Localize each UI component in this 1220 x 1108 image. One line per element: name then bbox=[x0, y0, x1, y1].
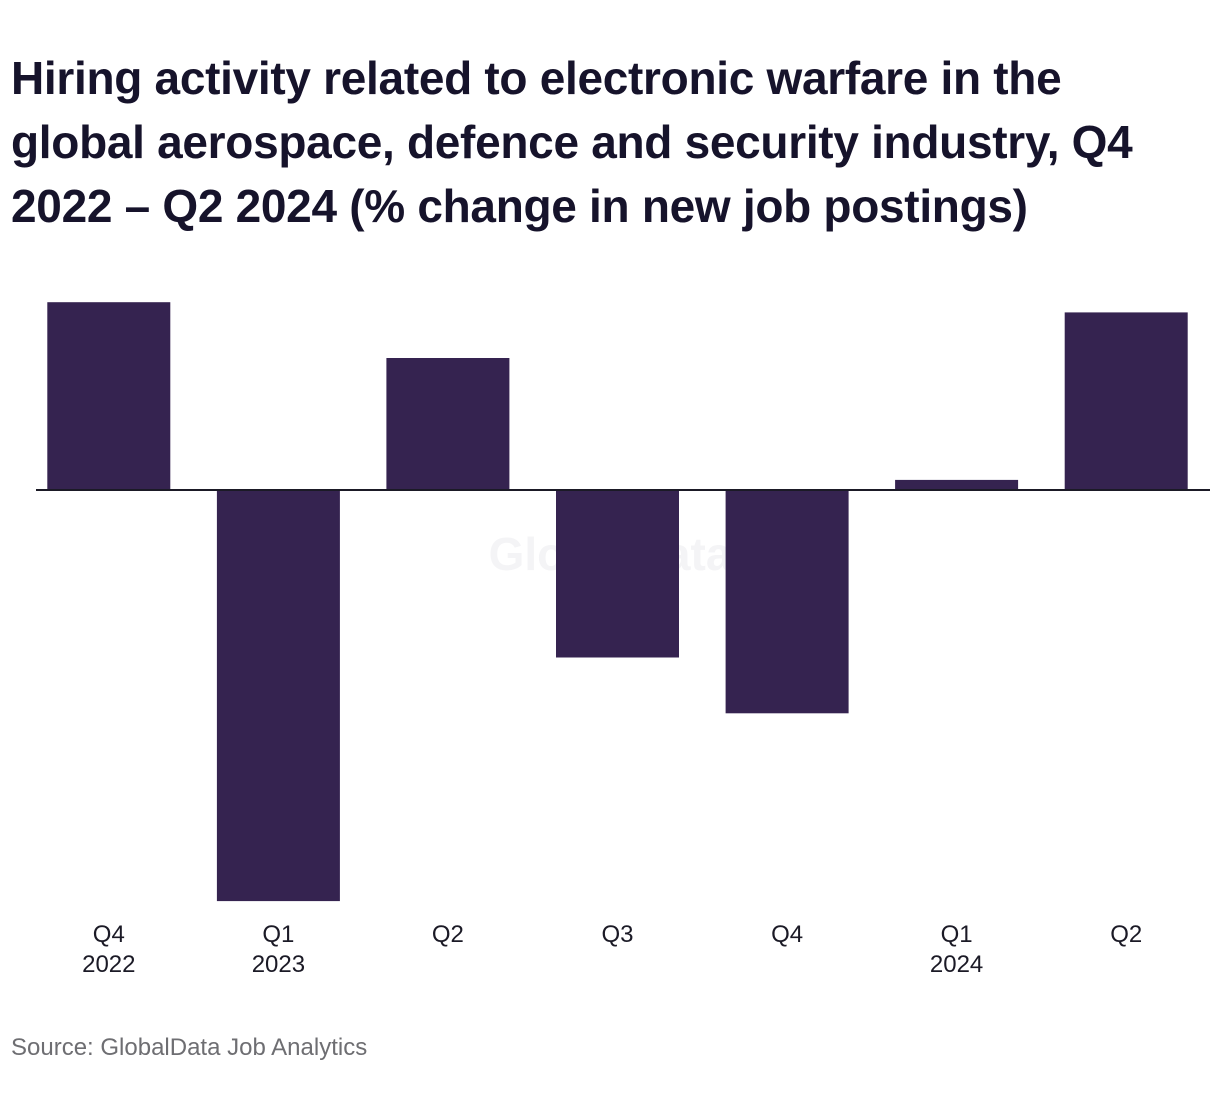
bar-5 bbox=[895, 479, 1019, 491]
bar-2 bbox=[386, 358, 510, 490]
chart-title: Hiring activity related to electronic wa… bbox=[11, 52, 1133, 232]
x-tick-year-label-1: 2023 bbox=[252, 951, 305, 978]
bar-6 bbox=[1064, 312, 1188, 490]
x-tick-year-label-0: 2022 bbox=[82, 951, 135, 978]
x-tick-label-4: Q4 bbox=[771, 921, 803, 948]
bar-0 bbox=[47, 302, 171, 490]
x-tick-label-5: Q1 bbox=[941, 921, 973, 948]
bar-4 bbox=[725, 490, 849, 714]
bar-group bbox=[47, 302, 1188, 902]
x-tick-label-6: Q2 bbox=[1110, 921, 1142, 948]
x-tick-year-label-5: 2024 bbox=[930, 951, 983, 978]
x-tick-label-1: Q1 bbox=[262, 921, 294, 948]
x-tick-label-3: Q3 bbox=[601, 921, 633, 948]
bar-3 bbox=[556, 490, 679, 658]
x-axis-ticks: Q4 2022 Q1 2023 Q2 Q3 Q4 Q1 2024 Q2 bbox=[82, 921, 1142, 978]
x-tick-label-0: Q4 bbox=[93, 921, 125, 948]
bar-1 bbox=[216, 490, 340, 902]
x-tick-label-2: Q2 bbox=[432, 921, 464, 948]
source-note: Source: GlobalData Job Analytics bbox=[11, 1034, 368, 1061]
